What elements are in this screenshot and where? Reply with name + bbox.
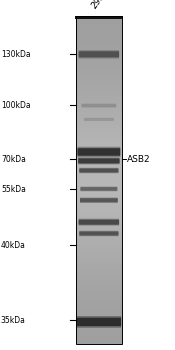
FancyBboxPatch shape: [77, 318, 121, 326]
FancyBboxPatch shape: [82, 104, 116, 107]
FancyBboxPatch shape: [79, 168, 118, 172]
FancyBboxPatch shape: [80, 188, 117, 191]
Text: 100kDa: 100kDa: [1, 100, 30, 110]
Text: 55kDa: 55kDa: [1, 184, 26, 194]
FancyBboxPatch shape: [80, 187, 117, 190]
FancyBboxPatch shape: [79, 52, 119, 58]
FancyBboxPatch shape: [79, 232, 118, 236]
FancyBboxPatch shape: [78, 148, 120, 156]
FancyBboxPatch shape: [78, 147, 120, 154]
Bar: [75, 16, 123, 19]
FancyBboxPatch shape: [80, 197, 118, 202]
FancyBboxPatch shape: [77, 316, 121, 324]
FancyBboxPatch shape: [80, 187, 117, 191]
Text: 40kDa: 40kDa: [1, 240, 26, 250]
FancyBboxPatch shape: [80, 199, 118, 203]
FancyBboxPatch shape: [77, 319, 121, 328]
FancyBboxPatch shape: [78, 158, 120, 162]
FancyBboxPatch shape: [82, 104, 116, 107]
FancyBboxPatch shape: [79, 231, 118, 235]
FancyBboxPatch shape: [84, 118, 114, 120]
Text: 35kDa: 35kDa: [1, 316, 26, 325]
FancyBboxPatch shape: [79, 220, 119, 226]
FancyBboxPatch shape: [79, 219, 119, 225]
FancyBboxPatch shape: [79, 168, 118, 173]
Text: 130kDa: 130kDa: [1, 50, 30, 59]
FancyBboxPatch shape: [79, 169, 118, 173]
FancyBboxPatch shape: [84, 119, 114, 121]
Text: ASB2: ASB2: [127, 155, 150, 164]
Text: 70kDa: 70kDa: [1, 155, 26, 164]
FancyBboxPatch shape: [84, 118, 114, 121]
FancyBboxPatch shape: [79, 231, 118, 236]
Bar: [76, 16, 122, 344]
FancyBboxPatch shape: [78, 159, 120, 164]
FancyBboxPatch shape: [79, 51, 119, 57]
FancyBboxPatch shape: [79, 50, 119, 56]
FancyBboxPatch shape: [78, 150, 120, 157]
Text: 293T: 293T: [90, 0, 111, 10]
FancyBboxPatch shape: [79, 219, 119, 224]
FancyBboxPatch shape: [78, 158, 120, 163]
FancyBboxPatch shape: [82, 104, 116, 108]
FancyBboxPatch shape: [80, 198, 118, 202]
